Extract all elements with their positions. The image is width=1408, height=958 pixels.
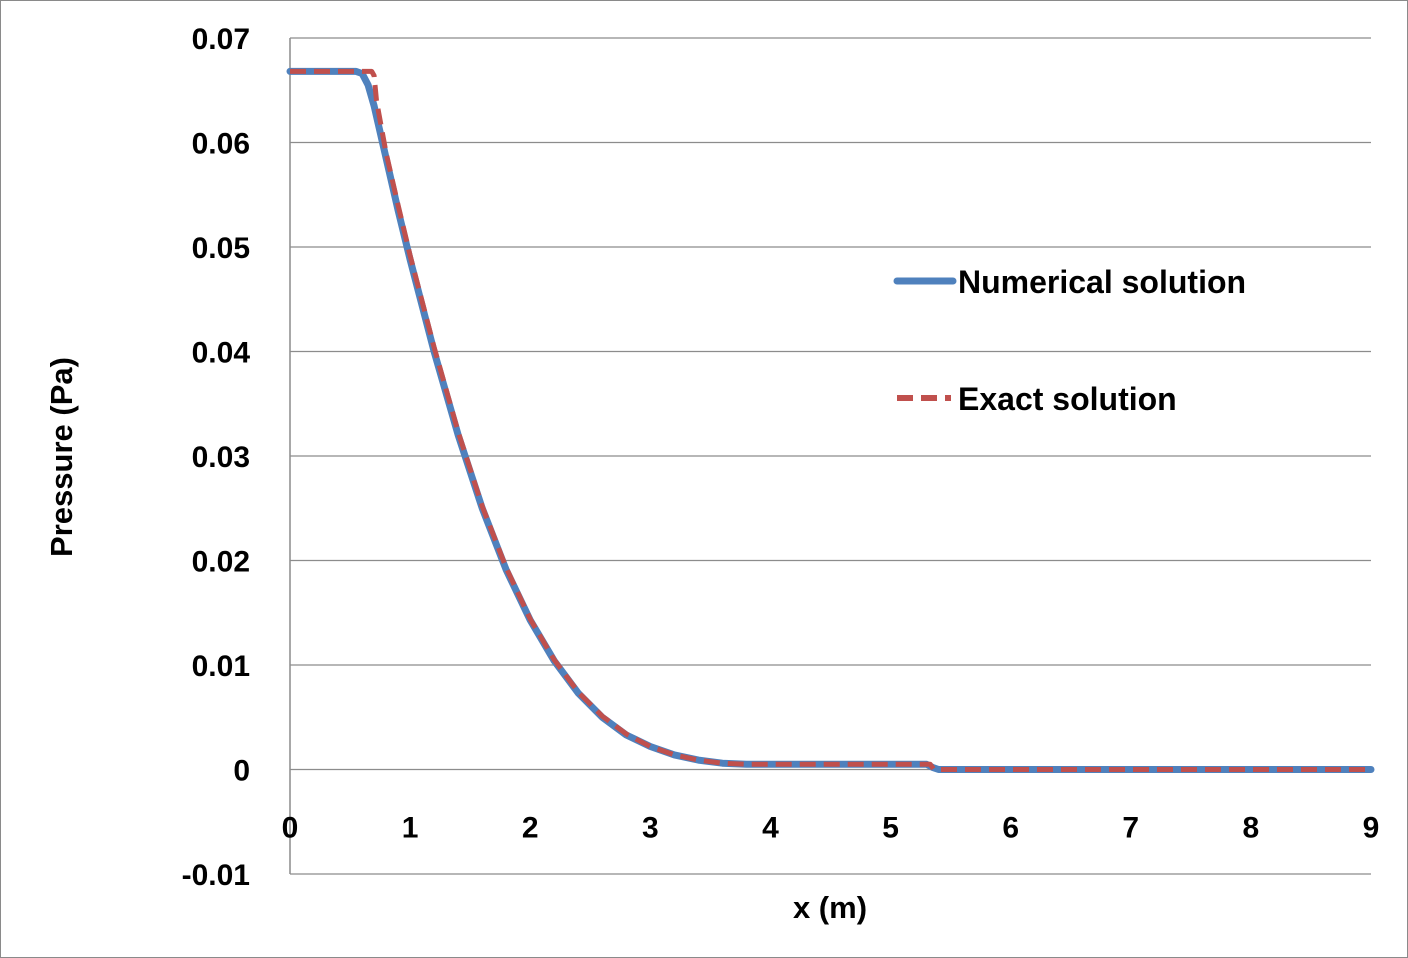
y-tick-label: 0.02 xyxy=(192,546,250,579)
y-tick-label: 0.04 xyxy=(192,337,251,370)
x-tick-label: 1 xyxy=(402,812,419,845)
x-tick-label: 8 xyxy=(1243,812,1260,845)
x-tick-label: 5 xyxy=(882,812,899,845)
y-tick-label: 0.07 xyxy=(192,23,250,56)
x-tick-label: 4 xyxy=(762,812,779,845)
x-tick-label: 3 xyxy=(642,812,659,845)
gridlines xyxy=(290,37,1371,875)
x-tick-label: 0 xyxy=(282,812,299,845)
x-tick-label: 9 xyxy=(1363,812,1380,845)
y-tick-label: -0.01 xyxy=(182,859,250,892)
y-tick-label: 0.05 xyxy=(192,232,250,265)
series-lines xyxy=(286,67,1375,773)
exact-solution-line xyxy=(290,68,1371,772)
x-tick-label: 2 xyxy=(522,812,539,845)
y-tick-label: 0.03 xyxy=(192,441,250,474)
y-tick-label: 0.01 xyxy=(192,650,250,683)
y-tick-label: 0 xyxy=(233,755,250,788)
x-tick-label: 6 xyxy=(1002,812,1019,845)
x-tick-label: 7 xyxy=(1122,812,1139,845)
legend: Numerical solution Exact solution xyxy=(893,264,1246,417)
legend-label-numerical: Numerical solution xyxy=(958,264,1246,300)
tick-labels: -0.01 0 0.01 0.02 0.03 0.04 0.05 0.06 0.07 0 1 2 3 4 5… xyxy=(182,23,1380,892)
legend-label-exact: Exact solution xyxy=(958,381,1177,417)
y-tick-label: 0.06 xyxy=(192,128,250,161)
x-axis-title: x (m) xyxy=(793,890,867,925)
y-axis-title: Pressure (Pa) xyxy=(44,357,79,557)
